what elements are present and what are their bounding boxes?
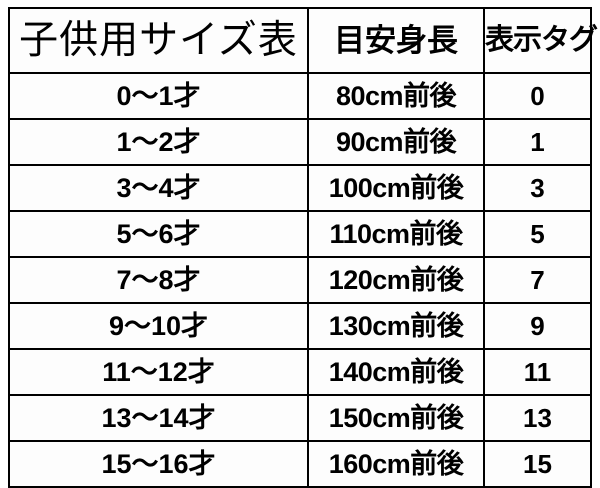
table-header-row: 子供用サイズ表 目安身長 表示タグ xyxy=(8,7,598,74)
cell-age: 0〜1才 xyxy=(8,72,309,120)
column-header-height: 目安身長 xyxy=(307,7,485,74)
cell-tag: 15 xyxy=(483,440,592,488)
cell-height: 130cm前後 xyxy=(307,302,485,350)
cell-tag: 9 xyxy=(483,302,592,350)
table-row: 1〜2才 90cm前後 1 xyxy=(8,118,592,166)
cell-tag: 5 xyxy=(483,210,592,258)
cell-tag: 1 xyxy=(483,118,592,166)
cell-tag: 11 xyxy=(483,348,592,396)
table-row: 11〜12才 140cm前後 11 xyxy=(8,348,592,396)
cell-height: 110cm前後 xyxy=(307,210,485,258)
table-row: 9〜10才 130cm前後 9 xyxy=(8,302,592,350)
column-header-age: 子供用サイズ表 xyxy=(8,7,309,74)
cell-tag: 0 xyxy=(483,72,592,120)
table-row: 15〜16才 160cm前後 15 xyxy=(8,440,592,488)
cell-age: 7〜8才 xyxy=(8,256,309,304)
cell-height: 80cm前後 xyxy=(307,72,485,120)
cell-height: 160cm前後 xyxy=(307,440,485,488)
table-row: 0〜1才 80cm前後 0 xyxy=(8,72,592,120)
cell-tag: 13 xyxy=(483,394,592,442)
cell-age: 15〜16才 xyxy=(8,440,309,488)
column-header-tag: 表示タグ xyxy=(483,7,598,74)
table-row: 3〜4才 100cm前後 3 xyxy=(8,164,592,212)
cell-age: 11〜12才 xyxy=(8,348,309,396)
cell-height: 150cm前後 xyxy=(307,394,485,442)
cell-age: 13〜14才 xyxy=(8,394,309,442)
cell-age: 9〜10才 xyxy=(8,302,309,350)
cell-tag: 7 xyxy=(483,256,592,304)
children-size-chart-table: 子供用サイズ表 目安身長 表示タグ 0〜1才 80cm前後 0 1〜2才 90c… xyxy=(8,7,598,488)
cell-age: 1〜2才 xyxy=(8,118,309,166)
table-row: 7〜8才 120cm前後 7 xyxy=(8,256,592,304)
page-root: 子供用サイズ表 目安身長 表示タグ 0〜1才 80cm前後 0 1〜2才 90c… xyxy=(8,7,599,488)
table-row: 5〜6才 110cm前後 5 xyxy=(8,210,592,258)
cell-height: 120cm前後 xyxy=(307,256,485,304)
cell-height: 100cm前後 xyxy=(307,164,485,212)
cell-age: 3〜4才 xyxy=(8,164,309,212)
table-body: 子供用サイズ表 目安身長 表示タグ 0〜1才 80cm前後 0 1〜2才 90c… xyxy=(8,7,598,488)
table-row: 13〜14才 150cm前後 13 xyxy=(8,394,592,442)
cell-age: 5〜6才 xyxy=(8,210,309,258)
cell-height: 140cm前後 xyxy=(307,348,485,396)
cell-height: 90cm前後 xyxy=(307,118,485,166)
cell-tag: 3 xyxy=(483,164,592,212)
